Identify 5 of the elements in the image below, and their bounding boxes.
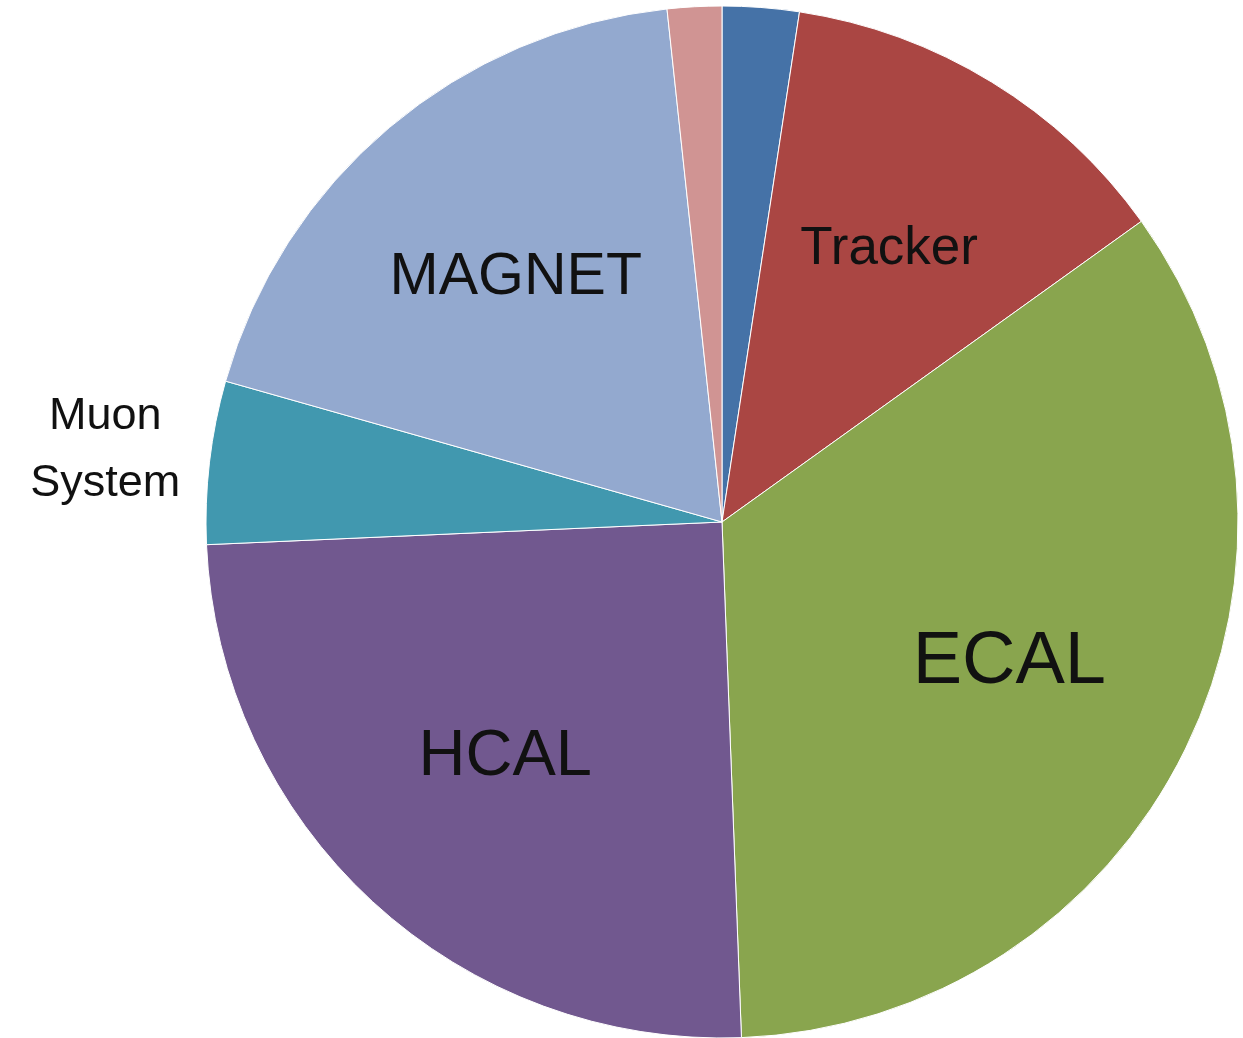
slice-label: ECAL bbox=[912, 616, 1106, 700]
slice-label: Tracker bbox=[800, 215, 978, 275]
slice-label: HCAL bbox=[418, 716, 592, 790]
slice-label: Muon System bbox=[30, 387, 181, 507]
slice-label: MAGNET bbox=[389, 240, 642, 307]
